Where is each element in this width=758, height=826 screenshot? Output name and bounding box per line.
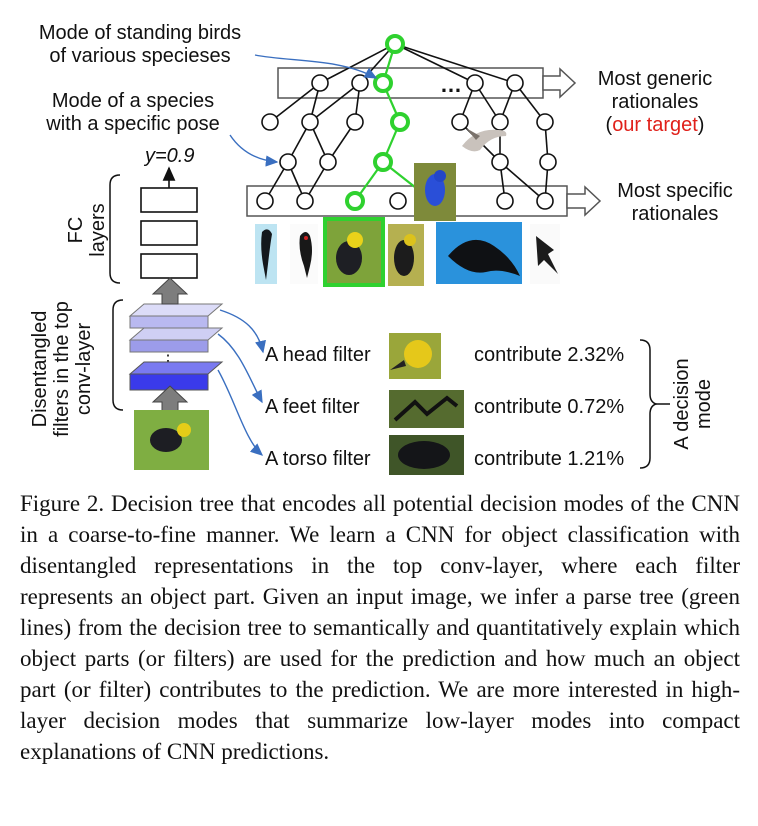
figure-caption: Figure 2. Decision tree that encodes all… <box>20 488 740 767</box>
flying-bird-image <box>462 128 507 152</box>
parse-tree-nodes <box>345 34 410 211</box>
filter-crop-feet <box>389 390 464 428</box>
ellipsis-label: … <box>440 72 462 97</box>
label-fc-layers: FC layers <box>65 203 109 257</box>
filter-crop-head <box>389 333 441 379</box>
caption-text: Figure 2. Decision tree that encodes all… <box>20 491 740 764</box>
filter-name-feet: A feet filter <box>265 396 360 418</box>
label-mode-species: Mode of a species with a specific pose <box>46 90 220 135</box>
specific-arrow <box>566 185 602 217</box>
filter-contribution-torso: contribute 1.21% <box>474 448 625 470</box>
filter-arrow-feet <box>217 333 263 404</box>
input-image <box>134 410 209 470</box>
filter-name-head: A head filter <box>265 344 371 366</box>
filter-contribution-feet: contribute 0.72% <box>474 396 625 418</box>
decision-mode-bracket <box>639 339 659 469</box>
label-decision-mode: A decision mode <box>671 358 715 450</box>
conv-filter-stack: ⋮ <box>112 277 224 413</box>
output-value: y=0.9 <box>145 145 195 167</box>
filter-crop-torso <box>389 435 464 475</box>
label-mode-standing: Mode of standing birds of various specie… <box>38 22 242 67</box>
label-most-generic: Most generic rationales (our target) <box>597 68 713 136</box>
label-most-specific: Most specific rationales <box>617 180 733 225</box>
generic-arrow <box>542 67 577 99</box>
callout-arrow-species <box>229 134 279 167</box>
filter-arrow-torso <box>217 369 264 456</box>
specific-row-box <box>246 185 568 217</box>
our-target-label: our target <box>612 114 698 136</box>
filter-arrow-head <box>219 309 266 354</box>
bird-thumbnail-row <box>255 128 560 287</box>
fc-layers-stack <box>109 166 198 284</box>
decision-tree-figure: ⋮ <box>109 34 670 475</box>
filter-contribution-head: contribute 2.32% <box>474 344 625 366</box>
label-disentangled-filters: Disentangled filters in the top conv-lay… <box>29 301 95 437</box>
filter-name-torso: A torso filter <box>265 448 371 470</box>
callout-arrow-standing <box>254 54 378 79</box>
tree-nodes <box>256 74 557 210</box>
